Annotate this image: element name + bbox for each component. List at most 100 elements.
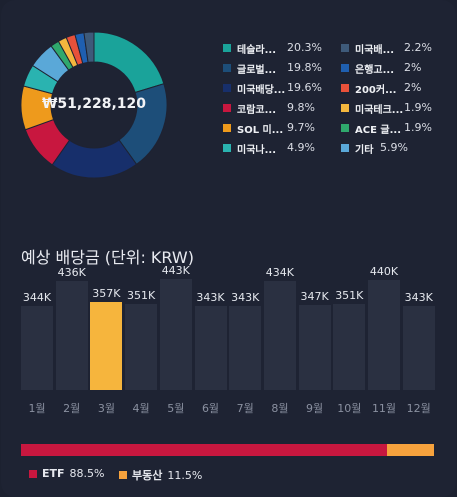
month-bar[interactable] bbox=[368, 279, 400, 390]
month-bar[interactable] bbox=[55, 280, 88, 390]
legend-swatch bbox=[223, 84, 231, 92]
legend-swatch bbox=[223, 64, 231, 72]
month-label: 10월 bbox=[337, 402, 362, 415]
ratio-legend-item: ETF 88.5% bbox=[29, 467, 105, 480]
month-bar[interactable] bbox=[229, 306, 262, 390]
legend-value: 9.7% bbox=[287, 121, 315, 134]
legend-item[interactable]: 테슬라... bbox=[223, 40, 276, 56]
legend-label: 미국배... bbox=[355, 44, 394, 56]
ratio-legend-swatch bbox=[119, 471, 127, 479]
donut-slice[interactable] bbox=[83, 31, 95, 63]
legend-swatch bbox=[223, 144, 231, 152]
month-label: 11월 bbox=[371, 402, 397, 415]
ratio-legend-item: 부동산 11.5% bbox=[119, 467, 202, 483]
legend-swatch bbox=[341, 144, 349, 152]
month-label: 6월 bbox=[201, 402, 220, 415]
legend-label: 미국배당... bbox=[237, 84, 286, 96]
legend-value: 20.3% bbox=[287, 41, 322, 54]
legend-item[interactable]: 글로벌... bbox=[223, 60, 276, 76]
bar-value-label: 434K bbox=[265, 266, 294, 280]
legend-item[interactable]: 코람코... bbox=[223, 100, 276, 116]
legend-label: 코람코... bbox=[237, 104, 276, 116]
month-label: 8월 bbox=[271, 402, 289, 415]
ratio-legend-label: ETF bbox=[42, 467, 65, 480]
monthly-dividend-bar-chart: 344K 436K 357K 351K 443K 343K 343K 434K 347K 351K… bbox=[1, 260, 457, 420]
month-bar[interactable] bbox=[90, 302, 123, 390]
month-label: 3월 bbox=[97, 402, 115, 415]
legend-value: 5.9% bbox=[380, 141, 408, 154]
bar-value-label: 344K bbox=[22, 290, 52, 304]
allocation-donut-chart[interactable] bbox=[19, 30, 169, 180]
legend-label: ACE 글... bbox=[355, 124, 401, 136]
legend-item[interactable]: 미국테크... bbox=[341, 100, 403, 116]
month-label: 4월 bbox=[132, 402, 150, 415]
bar-value-label: 343K bbox=[231, 291, 260, 304]
month-label: 2월 bbox=[63, 402, 81, 415]
month-label: 1월 bbox=[28, 402, 46, 415]
dividend-section-title: 예상 배당금 (단위: KRW) bbox=[21, 248, 194, 267]
month-bar[interactable] bbox=[125, 303, 158, 390]
month-label: 7월 bbox=[236, 402, 254, 415]
month-bar[interactable] bbox=[263, 281, 296, 390]
legend-item[interactable]: 은행고... bbox=[341, 60, 394, 76]
ratio-legend-value: 88.5% bbox=[69, 467, 105, 480]
legend-swatch bbox=[223, 104, 231, 112]
legend-item[interactable]: 미국배... bbox=[341, 40, 394, 56]
legend-swatch bbox=[341, 84, 349, 92]
ratio-legend-value: 11.5% bbox=[167, 468, 203, 482]
legend-label: 200커... bbox=[355, 84, 397, 96]
bar-value-label: 343K bbox=[196, 291, 225, 304]
legend-label: SOL 미... bbox=[237, 124, 284, 136]
ratio-legend-swatch bbox=[29, 469, 37, 478]
legend-swatch bbox=[341, 64, 349, 72]
legend-value: 19.6% bbox=[287, 81, 322, 94]
bar-value-label: 357K bbox=[92, 287, 121, 301]
ratio-segment bbox=[21, 444, 387, 456]
legend-label: 테슬라... bbox=[237, 44, 276, 56]
month-label: 12월 bbox=[406, 402, 431, 415]
legend-value: 1.9% bbox=[404, 101, 432, 114]
legend-value: 19.8% bbox=[287, 61, 322, 74]
legend-value: 2% bbox=[404, 61, 422, 74]
legend-item[interactable]: 기타 bbox=[341, 140, 373, 156]
legend-label: 기타 bbox=[355, 144, 374, 156]
legend-item[interactable]: SOL 미... bbox=[223, 120, 283, 136]
month-bar[interactable] bbox=[21, 305, 53, 390]
ratio-legend-label: 부동산 bbox=[132, 469, 163, 482]
legend-swatch bbox=[341, 124, 349, 132]
asset-type-ratio-bar bbox=[21, 444, 434, 456]
legend-item[interactable]: 미국나... bbox=[223, 140, 276, 156]
legend-value: 4.9% bbox=[287, 141, 315, 154]
legend-label: 미국테크... bbox=[355, 104, 404, 116]
donut-slice[interactable] bbox=[93, 31, 165, 94]
legend-item[interactable]: 미국배당... bbox=[223, 80, 285, 96]
legend-value: 9.8% bbox=[287, 101, 315, 114]
legend-swatch bbox=[223, 44, 231, 52]
month-bar[interactable] bbox=[159, 279, 192, 390]
month-label: 5월 bbox=[167, 402, 185, 415]
bar-value-label: 347K bbox=[300, 289, 329, 303]
bar-value-label: 440K bbox=[369, 264, 399, 278]
legend-label: 은행고... bbox=[355, 64, 394, 76]
month-bar[interactable] bbox=[402, 306, 435, 390]
bar-value-label: 351K bbox=[126, 288, 156, 302]
legend-item[interactable]: 200커... bbox=[341, 80, 396, 96]
legend-swatch bbox=[223, 124, 231, 132]
month-bar[interactable] bbox=[194, 306, 227, 390]
bar-value-label: 351K bbox=[335, 288, 364, 302]
month-bar[interactable] bbox=[333, 303, 366, 390]
bar-value-label: 343K bbox=[404, 291, 433, 304]
month-label: 9월 bbox=[306, 402, 324, 415]
ratio-segment bbox=[386, 444, 434, 456]
legend-item[interactable]: ACE 글... bbox=[341, 120, 401, 136]
legend-swatch bbox=[341, 104, 349, 112]
legend-value: 2.2% bbox=[404, 41, 432, 54]
legend-swatch bbox=[341, 44, 349, 52]
legend-value: 1.9% bbox=[404, 121, 432, 134]
legend-value: 2% bbox=[404, 81, 422, 94]
total-amount-label: ₩51,228,120 bbox=[41, 96, 146, 112]
legend-label: 글로벌... bbox=[237, 64, 276, 76]
month-bar[interactable] bbox=[298, 304, 331, 390]
bar-value-label: 443K bbox=[161, 264, 190, 277]
